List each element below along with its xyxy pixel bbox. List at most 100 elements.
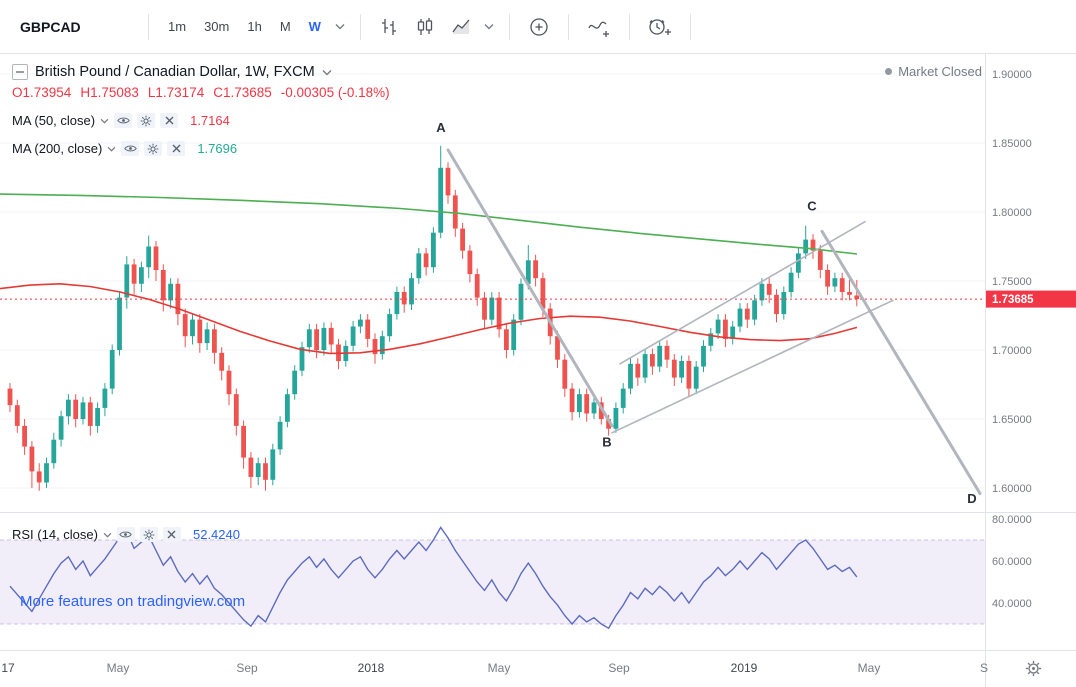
candle[interactable] [518, 283, 524, 320]
candle[interactable] [803, 239, 809, 254]
candle[interactable] [817, 250, 823, 270]
candle[interactable] [854, 295, 860, 300]
candle[interactable] [657, 345, 663, 367]
candle[interactable] [562, 359, 568, 389]
candle[interactable] [445, 167, 451, 196]
candle[interactable] [204, 329, 210, 344]
candle[interactable] [504, 329, 509, 350]
ma200-label[interactable]: MA (200, close) [12, 141, 103, 156]
chart-title[interactable]: British Pound / Canadian Dollar, 1W, FXC… [35, 64, 315, 80]
candle[interactable] [328, 327, 334, 345]
candle[interactable] [285, 394, 290, 422]
candle[interactable] [620, 388, 626, 408]
compare-button[interactable] [520, 11, 558, 43]
candle[interactable] [635, 363, 641, 378]
candle[interactable] [431, 232, 436, 268]
candle[interactable] [686, 361, 692, 389]
candle[interactable] [314, 329, 319, 350]
candle[interactable] [248, 457, 254, 477]
ma50-label[interactable]: MA (50, close) [12, 113, 96, 128]
candle[interactable] [438, 167, 444, 233]
candle[interactable] [219, 352, 225, 371]
chevron-down-icon[interactable] [107, 146, 116, 152]
candle[interactable] [182, 314, 188, 337]
candle[interactable] [292, 370, 298, 395]
candle[interactable] [387, 314, 392, 337]
price-axis[interactable]: 1.90000 1.85000 1.80000 1.75000 1.70000 1.650… [992, 69, 1032, 610]
candle[interactable] [752, 300, 757, 320]
pattern-label-a[interactable]: A [436, 120, 446, 135]
indicator-hide-button[interactable] [121, 141, 140, 156]
candle[interactable] [569, 388, 575, 413]
candle[interactable] [168, 283, 173, 301]
candle[interactable] [708, 333, 714, 346]
ma50-line[interactable] [0, 282, 858, 355]
indicator-settings-button[interactable] [144, 141, 163, 156]
candle[interactable] [51, 439, 57, 464]
candle[interactable] [591, 402, 597, 414]
interval-30m-button[interactable]: 30m [195, 13, 238, 40]
candle[interactable] [416, 253, 422, 279]
time-axis[interactable]: 17 May Sep 2018 May Sep 2019 May S [1, 661, 988, 675]
candle[interactable] [511, 319, 517, 350]
candle[interactable] [482, 297, 487, 320]
trend-line-c-d[interactable] [820, 229, 982, 495]
candle[interactable] [306, 329, 312, 348]
indicator-remove-button[interactable] [160, 113, 179, 128]
candle[interactable] [66, 399, 71, 417]
candle[interactable] [146, 246, 152, 268]
candle[interactable] [744, 308, 750, 320]
indicator-remove-button[interactable] [167, 141, 186, 156]
candle[interactable] [540, 278, 546, 309]
candle[interactable] [131, 264, 137, 284]
pattern-label-b[interactable]: B [602, 435, 611, 450]
indicator-hide-button[interactable] [114, 113, 133, 128]
trend-channel-lower[interactable] [611, 299, 894, 434]
candle[interactable] [401, 292, 407, 305]
axis-settings-button[interactable] [1023, 658, 1044, 682]
candle[interactable] [73, 399, 79, 419]
candle[interactable] [737, 308, 743, 327]
candle[interactable] [160, 270, 166, 301]
candle[interactable] [788, 272, 794, 292]
candle[interactable] [577, 394, 582, 413]
candle[interactable] [14, 405, 20, 426]
bars-style-button[interactable] [371, 12, 407, 42]
indicator-remove-button[interactable] [162, 527, 181, 542]
candle[interactable] [730, 326, 736, 339]
candle[interactable] [606, 419, 611, 429]
candle[interactable] [44, 463, 49, 483]
interval-1m-button[interactable]: 1m [159, 13, 195, 40]
candle[interactable] [394, 292, 400, 315]
candle[interactable] [139, 267, 144, 284]
candle[interactable] [212, 329, 217, 353]
candle[interactable] [474, 274, 480, 298]
candle[interactable] [379, 336, 385, 355]
candle[interactable] [628, 363, 633, 389]
candle[interactable] [496, 297, 502, 330]
indicator-settings-button[interactable] [139, 527, 158, 542]
candle[interactable] [460, 228, 465, 251]
candle[interactable] [679, 361, 684, 378]
candle[interactable] [664, 345, 670, 360]
candle[interactable] [693, 366, 699, 389]
candle[interactable] [489, 297, 495, 320]
tradingview-promo-link[interactable]: More features on tradingview.com [20, 593, 246, 610]
candle[interactable] [255, 463, 261, 477]
candles-style-button[interactable] [407, 12, 443, 42]
candle[interactable] [555, 336, 560, 360]
candle[interactable] [452, 195, 458, 229]
ma200-line[interactable] [0, 193, 858, 255]
candle[interactable] [270, 449, 276, 480]
candle[interactable] [423, 253, 429, 268]
candle[interactable] [197, 319, 203, 344]
candle[interactable] [839, 278, 845, 292]
candle[interactable] [321, 327, 327, 350]
chevron-down-icon[interactable] [322, 69, 332, 76]
candle[interactable] [277, 421, 283, 450]
chevron-down-icon[interactable] [103, 532, 112, 538]
candle[interactable] [533, 260, 538, 279]
chart-style-menu-button[interactable] [479, 19, 499, 34]
pattern-label-d[interactable]: D [967, 491, 976, 506]
candle[interactable] [175, 283, 181, 315]
